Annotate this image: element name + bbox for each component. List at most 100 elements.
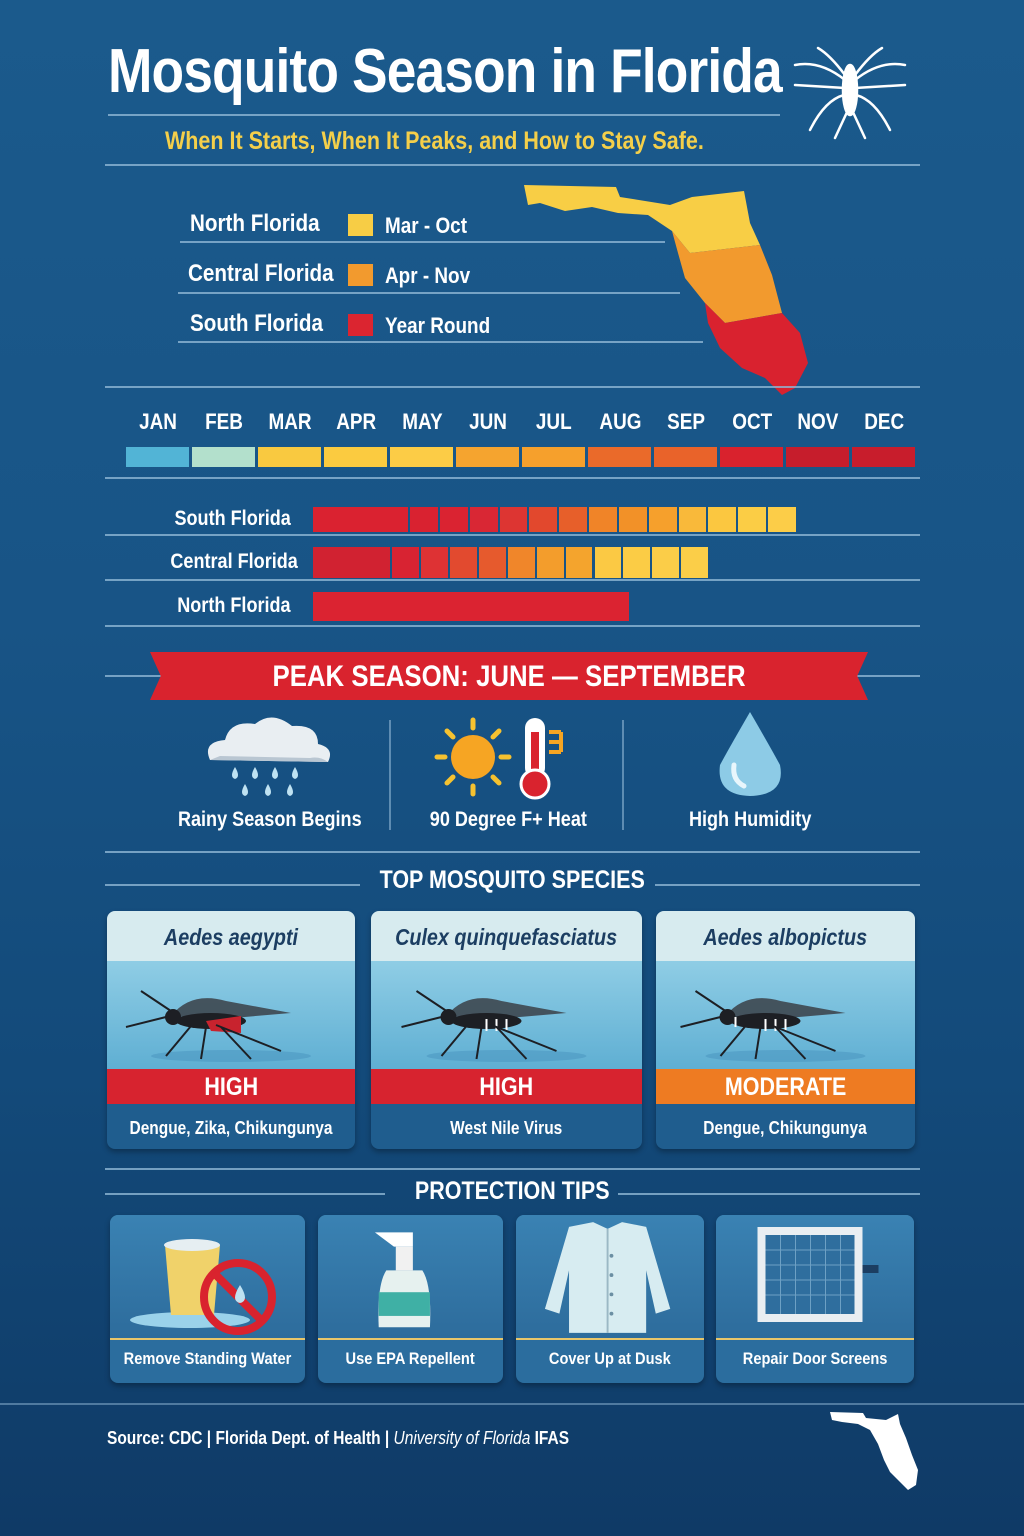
month-segment bbox=[126, 447, 189, 467]
region-season-segment bbox=[450, 547, 477, 578]
region-season-segment bbox=[589, 507, 617, 532]
region-label: South Florida bbox=[174, 506, 291, 530]
month-label: MAR bbox=[268, 409, 312, 434]
region-season-segment bbox=[618, 507, 647, 532]
florida-map bbox=[524, 185, 808, 395]
legend-season-south: Year Round bbox=[385, 313, 491, 338]
month-segment bbox=[456, 447, 519, 467]
month-label: MAY bbox=[401, 409, 443, 434]
sun-thermometer-icon bbox=[434, 717, 563, 800]
disease-list: West Nile Virus bbox=[450, 1118, 563, 1138]
subtitle: When It Starts, When It Peaks, and How t… bbox=[165, 127, 704, 155]
legend-region-central: Central Florida bbox=[188, 260, 334, 287]
region-season-segment bbox=[529, 507, 558, 532]
legend-season-central: Apr - Nov bbox=[385, 263, 471, 288]
region-season-segment bbox=[648, 507, 677, 532]
region-season-segment bbox=[313, 507, 408, 532]
region-season-segment bbox=[652, 547, 680, 578]
month-segment bbox=[852, 447, 915, 467]
month-label: OCT bbox=[732, 409, 772, 434]
tip-label: Use EPA Repellent bbox=[345, 1349, 476, 1368]
region-season-segment bbox=[313, 547, 391, 578]
protection-tip-card: Use EPA Repellent bbox=[318, 1215, 503, 1383]
month-label: FEB bbox=[205, 409, 243, 434]
region-season-segment bbox=[410, 507, 438, 532]
risk-level: HIGH bbox=[107, 1069, 355, 1104]
species-section-title: TOP MOSQUITO SPECIES bbox=[379, 866, 645, 894]
standing-water-icon bbox=[130, 1239, 276, 1335]
region-season-segment bbox=[392, 547, 420, 578]
condition-humidity: High Humidity bbox=[688, 808, 812, 831]
water-drop-icon bbox=[719, 712, 781, 796]
rain-cloud-icon bbox=[207, 717, 331, 796]
mosquito-icon bbox=[401, 990, 587, 1062]
peak-season-banner: PEAK SEASON: JUNE — SEPTEMBER bbox=[150, 652, 868, 700]
region-season-segment bbox=[469, 507, 498, 532]
mosquito-illustration bbox=[107, 961, 355, 1069]
disease-list: Dengue, Chikungunya bbox=[703, 1118, 868, 1138]
tip-label: Repair Door Screens bbox=[742, 1349, 888, 1368]
region-season-segment bbox=[768, 507, 796, 532]
species-name: Aedes albopictus bbox=[656, 911, 915, 961]
region-season-segment bbox=[708, 507, 737, 532]
door-screen-icon bbox=[757, 1227, 879, 1322]
region-label: Central Florida bbox=[170, 549, 298, 573]
month-label: SEP bbox=[667, 409, 705, 434]
legend-swatch-central bbox=[348, 264, 373, 286]
month-label: JAN bbox=[139, 409, 177, 434]
protection-tip-card: Cover Up at Dusk bbox=[516, 1215, 704, 1383]
region-season-segment bbox=[421, 547, 449, 578]
species-name: Aedes aegypti bbox=[107, 911, 355, 961]
species-card: Aedes aegypti HIGH Dengue, Zika, Chikung… bbox=[107, 911, 355, 1149]
region-season-segment bbox=[499, 507, 528, 532]
region-season-segment bbox=[439, 507, 468, 532]
legend-swatch-north bbox=[348, 214, 373, 236]
month-segment bbox=[588, 447, 651, 467]
source-credits: Source: CDC | Florida Dept. of Health | … bbox=[107, 1428, 570, 1448]
mosquito-icon bbox=[680, 990, 866, 1062]
legend-region-south: South Florida bbox=[190, 310, 324, 337]
long-sleeve-shirt-icon bbox=[544, 1222, 671, 1333]
mosquito-illustration bbox=[371, 961, 642, 1069]
page-title: Mosquito Season in Florida bbox=[108, 37, 783, 106]
region-season-segment bbox=[623, 547, 651, 578]
month-label: AUG bbox=[598, 409, 642, 434]
tip-label: Remove Standing Water bbox=[123, 1349, 292, 1368]
legend-region-north: North Florida bbox=[190, 210, 320, 237]
legend-swatch-south bbox=[348, 314, 373, 336]
month-label: JUN bbox=[469, 409, 507, 434]
spray-bottle-icon bbox=[374, 1232, 431, 1328]
risk-level: HIGH bbox=[371, 1069, 642, 1104]
legend-season-north: Mar - Oct bbox=[385, 213, 468, 238]
mosquito-icon bbox=[793, 46, 907, 140]
region-season-segment bbox=[536, 547, 564, 578]
divider bbox=[389, 720, 391, 830]
month-segment bbox=[192, 447, 255, 467]
protection-tip-card: Repair Door Screens bbox=[716, 1215, 914, 1383]
condition-rainy: Rainy Season Begins bbox=[178, 808, 362, 831]
region-season-segment bbox=[479, 547, 506, 578]
species-name: Culex quinquefasciatus bbox=[371, 911, 642, 961]
region-season-segment bbox=[565, 547, 593, 578]
tips-section-title: PROTECTION TIPS bbox=[414, 1177, 610, 1205]
month-segment bbox=[720, 447, 783, 467]
month-label: APR bbox=[336, 409, 376, 434]
mosquito-icon bbox=[125, 990, 311, 1062]
species-card: Aedes albopictus MODERATE Dengue, Chikun… bbox=[656, 911, 915, 1149]
month-segment bbox=[786, 447, 849, 467]
region-season-segment bbox=[678, 507, 707, 532]
region-season-segment bbox=[681, 547, 708, 578]
month-label: JUL bbox=[536, 409, 572, 434]
disease-list: Dengue, Zika, Chikungunya bbox=[129, 1118, 333, 1138]
month-segment bbox=[258, 447, 321, 467]
divider bbox=[622, 720, 624, 830]
month-segment bbox=[654, 447, 717, 467]
tip-label: Cover Up at Dusk bbox=[549, 1349, 671, 1368]
florida-silhouette-icon bbox=[830, 1412, 918, 1490]
protection-tip-card: Remove Standing Water bbox=[110, 1215, 305, 1383]
risk-level: MODERATE bbox=[656, 1069, 915, 1104]
region-season-segment bbox=[507, 547, 535, 578]
month-segment bbox=[324, 447, 387, 467]
region-season-segment bbox=[559, 507, 588, 532]
region-season-segment bbox=[594, 547, 622, 578]
